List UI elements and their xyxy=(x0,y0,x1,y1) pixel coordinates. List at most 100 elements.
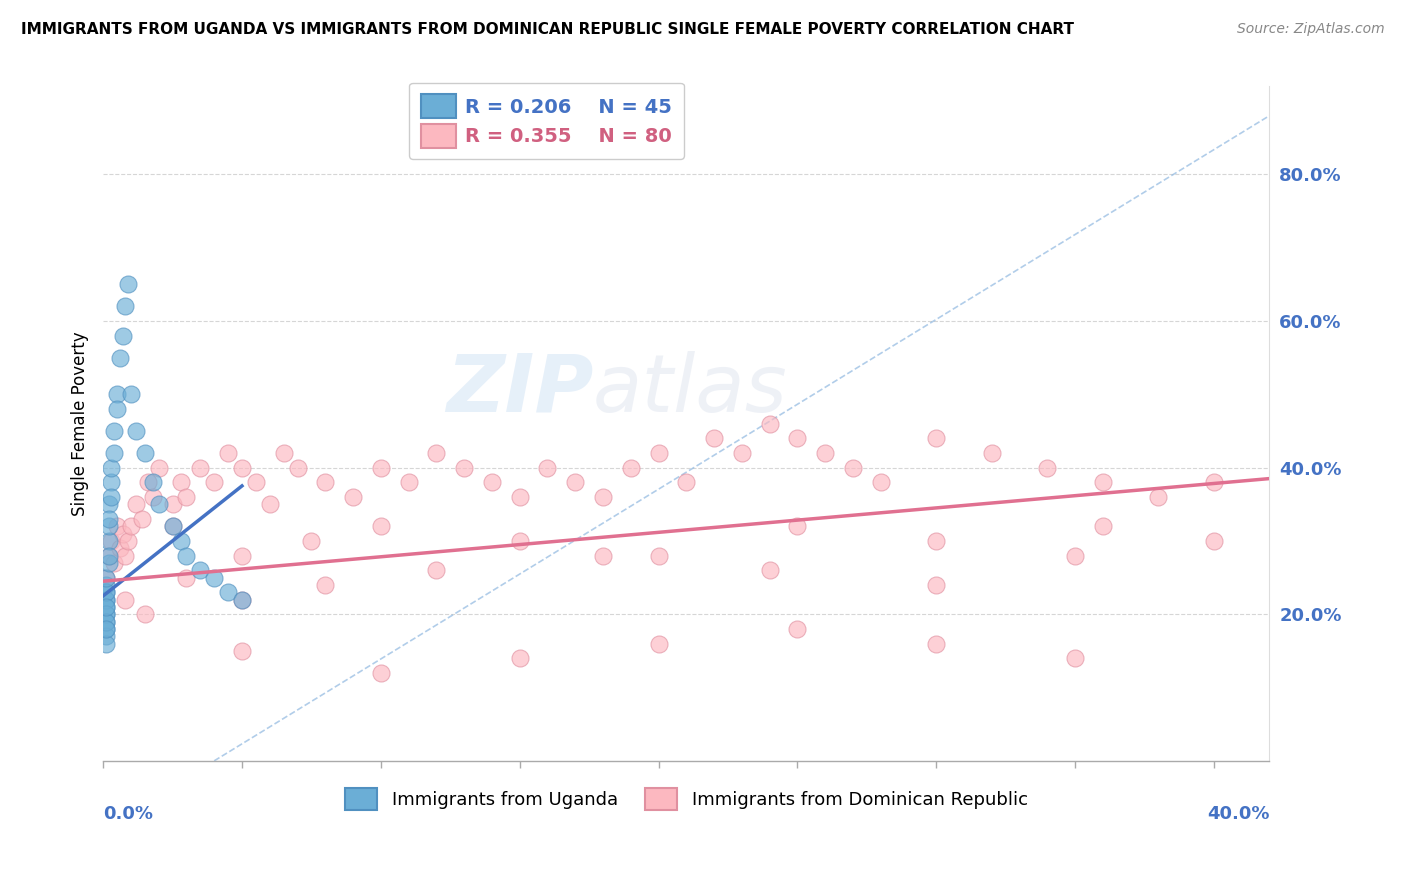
Point xyxy=(1202,533,1225,548)
Point xyxy=(97,512,120,526)
Point xyxy=(370,519,392,533)
Point xyxy=(136,475,159,490)
Point xyxy=(1036,460,1059,475)
Point xyxy=(162,519,184,533)
Point xyxy=(217,585,239,599)
Point xyxy=(94,615,117,629)
Point xyxy=(148,497,170,511)
Point xyxy=(925,578,948,592)
Point xyxy=(131,512,153,526)
Point xyxy=(108,541,131,556)
Point xyxy=(425,446,447,460)
Point xyxy=(188,460,211,475)
Point xyxy=(231,460,253,475)
Point xyxy=(94,570,117,584)
Point xyxy=(108,351,131,365)
Point xyxy=(231,592,253,607)
Point xyxy=(814,446,837,460)
Point xyxy=(925,431,948,445)
Point xyxy=(786,519,808,533)
Point xyxy=(97,497,120,511)
Point xyxy=(94,599,117,614)
Point xyxy=(105,519,128,533)
Point xyxy=(105,401,128,416)
Point xyxy=(94,570,117,584)
Point xyxy=(103,424,125,438)
Point xyxy=(314,475,336,490)
Point xyxy=(142,475,165,490)
Point xyxy=(100,533,122,548)
Point xyxy=(786,431,808,445)
Point xyxy=(314,578,336,592)
Point xyxy=(117,277,139,292)
Point xyxy=(97,556,120,570)
Point xyxy=(94,599,117,614)
Text: Source: ZipAtlas.com: Source: ZipAtlas.com xyxy=(1237,22,1385,37)
Legend: Immigrants from Uganda, Immigrants from Dominican Republic: Immigrants from Uganda, Immigrants from … xyxy=(336,780,1036,819)
Point xyxy=(134,607,156,622)
Point xyxy=(114,592,136,607)
Point xyxy=(94,585,117,599)
Point xyxy=(170,475,193,490)
Point xyxy=(94,629,117,643)
Point xyxy=(94,592,117,607)
Point xyxy=(675,475,697,490)
Point xyxy=(481,475,503,490)
Point xyxy=(202,475,225,490)
Point xyxy=(1064,651,1087,665)
Point xyxy=(509,651,531,665)
Y-axis label: Single Female Poverty: Single Female Poverty xyxy=(72,331,89,516)
Point xyxy=(647,636,669,650)
Point xyxy=(342,490,364,504)
Point xyxy=(1091,475,1114,490)
Point xyxy=(1091,519,1114,533)
Point xyxy=(731,446,754,460)
Point xyxy=(114,549,136,563)
Point xyxy=(273,446,295,460)
Point xyxy=(231,549,253,563)
Point xyxy=(453,460,475,475)
Point xyxy=(370,460,392,475)
Point xyxy=(217,446,239,460)
Point xyxy=(97,549,120,563)
Point xyxy=(103,446,125,460)
Point xyxy=(758,563,780,577)
Point xyxy=(925,636,948,650)
Point xyxy=(592,549,614,563)
Point xyxy=(94,592,117,607)
Text: ZIP: ZIP xyxy=(446,351,593,429)
Point xyxy=(176,570,198,584)
Point xyxy=(100,490,122,504)
Point xyxy=(94,578,117,592)
Point xyxy=(162,497,184,511)
Point xyxy=(842,460,865,475)
Point xyxy=(1202,475,1225,490)
Point xyxy=(100,475,122,490)
Point xyxy=(94,607,117,622)
Point xyxy=(703,431,725,445)
Point xyxy=(94,622,117,636)
Point xyxy=(103,556,125,570)
Point xyxy=(162,519,184,533)
Point xyxy=(786,622,808,636)
Point xyxy=(398,475,420,490)
Point xyxy=(176,490,198,504)
Point xyxy=(125,424,148,438)
Point xyxy=(231,644,253,658)
Point xyxy=(370,665,392,680)
Point xyxy=(1064,549,1087,563)
Point xyxy=(925,533,948,548)
Point xyxy=(536,460,558,475)
Point xyxy=(647,549,669,563)
Point xyxy=(97,519,120,533)
Point xyxy=(287,460,309,475)
Point xyxy=(592,490,614,504)
Point xyxy=(100,460,122,475)
Point xyxy=(869,475,891,490)
Point xyxy=(97,533,120,548)
Point xyxy=(647,446,669,460)
Text: 0.0%: 0.0% xyxy=(103,805,153,822)
Point xyxy=(94,585,117,599)
Point xyxy=(620,460,643,475)
Point xyxy=(120,387,142,401)
